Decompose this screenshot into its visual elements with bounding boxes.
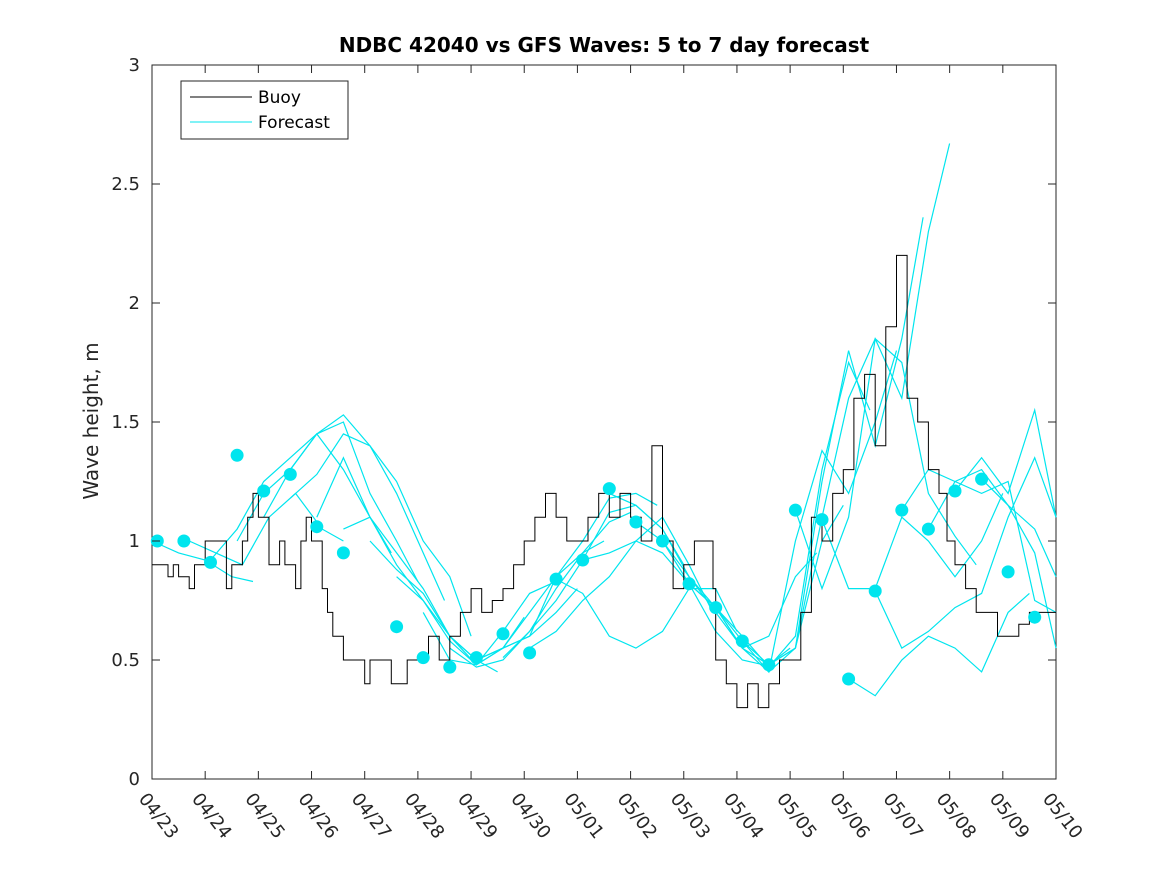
buoy-line (152, 254, 1056, 709)
forecast-marker (576, 553, 590, 567)
legend-label-forecast: Forecast (258, 113, 330, 133)
forecast-marker (709, 601, 723, 615)
forecast-marker (842, 672, 856, 686)
forecast-marker (443, 660, 457, 674)
forecast-marker (390, 620, 404, 634)
forecast-line (449, 511, 631, 668)
forecast-line (582, 540, 764, 666)
forecast-marker (549, 572, 563, 586)
forecast-marker (682, 577, 696, 591)
forecast-line (715, 350, 898, 674)
y-tick-label: 1.5 (111, 412, 140, 433)
forecast-marker (788, 503, 802, 517)
forecast-marker (283, 467, 297, 481)
y-tick-label: 0 (129, 769, 140, 790)
forecast-marker (1028, 610, 1042, 624)
axes-box (151, 64, 1057, 780)
forecast-marker (496, 627, 510, 641)
forecast-marker (762, 658, 776, 672)
chart-title: NDBC 42040 vs GFS Waves: 5 to 7 day fore… (339, 33, 870, 57)
y-tick-label: 3 (129, 55, 140, 76)
forecast-marker (868, 584, 882, 598)
forecast-line (210, 433, 392, 561)
y-tick-label: 0.5 (111, 650, 140, 671)
forecast-marker (204, 555, 217, 569)
forecast-marker (975, 472, 989, 486)
forecast-marker (523, 646, 537, 660)
forecast-marker (469, 651, 483, 665)
forecast-marker (230, 448, 244, 462)
legend-box (180, 80, 349, 140)
forecast-line (555, 578, 738, 649)
forecast-markers (150, 448, 1042, 686)
forecast-line (848, 592, 1030, 697)
legend: Buoy Forecast (180, 80, 349, 140)
forecast-line (768, 143, 951, 666)
forecast-marker (656, 534, 669, 548)
forecast-series (151, 143, 1057, 697)
forecast-marker (921, 522, 935, 536)
forecast-marker (336, 546, 350, 560)
forecast-marker (416, 651, 430, 665)
forecast-line (529, 516, 711, 649)
forecast-marker (257, 484, 271, 498)
forecast-line (476, 492, 658, 661)
y-tick-label: 1 (129, 531, 140, 552)
forecast-marker (948, 484, 962, 498)
forecast-marker (1001, 565, 1015, 579)
forecast-line (981, 478, 1057, 649)
buoy-series (152, 254, 1056, 709)
forecast-marker (895, 503, 909, 517)
forecast-line (874, 456, 1057, 649)
forecast-line (263, 414, 446, 601)
forecast-line (794, 337, 977, 591)
forecast-line (954, 407, 1057, 518)
y-axis-label: Wave height, m (79, 342, 103, 499)
y-tick-label: 2 (129, 293, 140, 314)
y-tick-label: 2.5 (111, 174, 140, 195)
forecast-line (369, 540, 552, 666)
legend-label-buoy: Buoy (258, 88, 301, 108)
forecast-line (289, 433, 472, 637)
plot-area (151, 64, 1057, 780)
forecast-marker (177, 534, 191, 548)
forecast-marker (602, 482, 616, 496)
forecast-line (821, 493, 1004, 590)
forecast-marker (310, 520, 324, 534)
forecast-marker (735, 634, 749, 648)
y-axis: 0 0.5 1 1.5 2 2.5 3 (111, 55, 1056, 790)
forecast-marker (815, 513, 829, 527)
forecast-marker (629, 515, 643, 529)
